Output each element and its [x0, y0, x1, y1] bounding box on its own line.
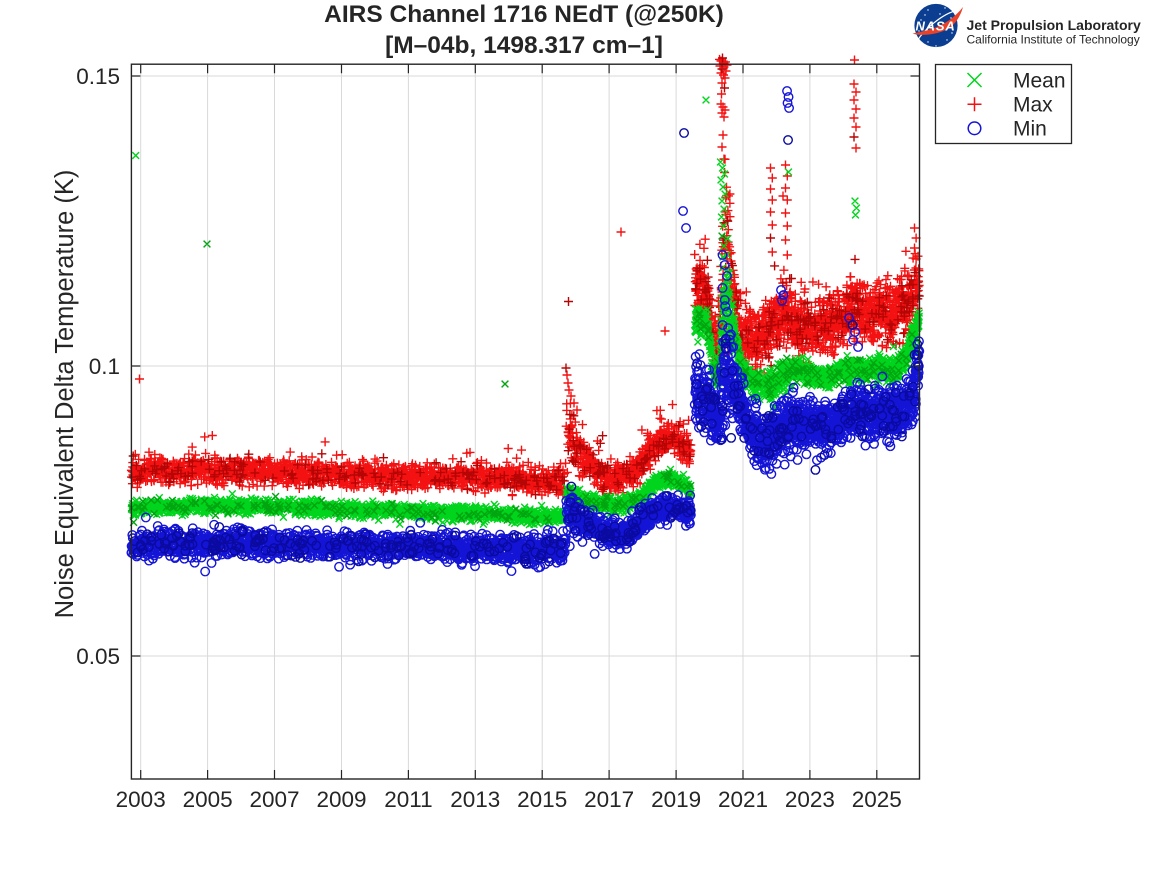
- svg-text:2005: 2005: [183, 787, 233, 812]
- svg-text:2009: 2009: [316, 787, 366, 812]
- svg-text:2007: 2007: [249, 787, 299, 812]
- svg-text:0.1: 0.1: [89, 354, 120, 379]
- svg-text:2017: 2017: [584, 787, 634, 812]
- svg-text:Jet Propulsion Laboratory: Jet Propulsion Laboratory: [967, 17, 1141, 33]
- svg-text:2011: 2011: [384, 787, 432, 812]
- svg-text:[M–04b, 1498.317 cm–1]: [M–04b, 1498.317 cm–1]: [385, 32, 663, 59]
- svg-text:AIRS Channel 1716 NEdT (@250K): AIRS Channel 1716 NEdT (@250K): [324, 1, 724, 28]
- svg-text:2015: 2015: [517, 787, 567, 812]
- svg-text:2021: 2021: [718, 787, 768, 812]
- svg-text:Mean: Mean: [1013, 70, 1066, 93]
- svg-text:Max: Max: [1013, 94, 1053, 117]
- svg-text:NASA: NASA: [915, 19, 955, 34]
- svg-text:2013: 2013: [450, 787, 500, 812]
- svg-text:2003: 2003: [116, 787, 166, 812]
- svg-text:2019: 2019: [651, 787, 701, 812]
- svg-text:0.15: 0.15: [76, 64, 120, 89]
- svg-text:California Institute of Techno: California Institute of Technology: [967, 33, 1140, 47]
- svg-text:2023: 2023: [785, 787, 835, 812]
- svg-text:Min: Min: [1013, 118, 1047, 141]
- svg-text:2025: 2025: [852, 787, 902, 812]
- svg-text:0.05: 0.05: [76, 644, 120, 669]
- svg-text:Noise Equivalent Delta Tempera: Noise Equivalent Delta Temperature (K): [51, 170, 79, 619]
